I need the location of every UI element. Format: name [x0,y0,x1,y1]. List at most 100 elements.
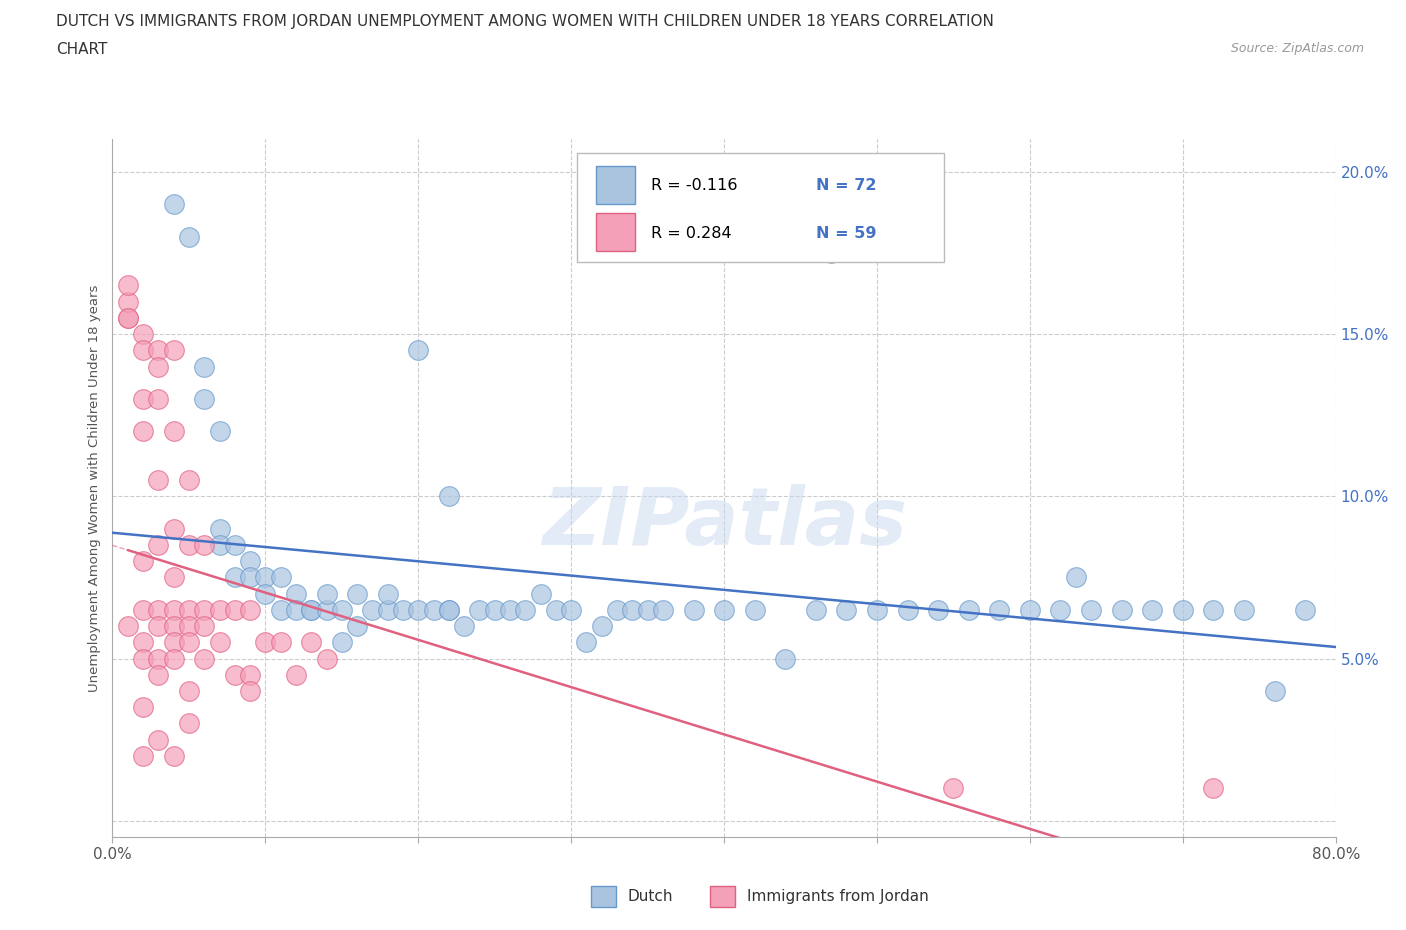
Point [163,651,186,666]
Point [1142,603,1164,618]
Point [1202,781,1225,796]
Point [132,553,155,568]
Point [132,749,155,764]
Point [1018,603,1040,618]
Point [117,294,139,309]
Point [377,586,399,601]
Point [484,603,506,618]
Point [330,635,353,650]
Text: R = 0.284: R = 0.284 [651,226,731,241]
Point [224,570,246,585]
Point [132,392,155,406]
Text: CHART: CHART [56,42,108,57]
Point [239,668,262,683]
Point [330,603,353,618]
Text: ZIPatlas: ZIPatlas [541,485,907,562]
Point [224,603,246,618]
Point [437,489,460,504]
Point [254,635,277,650]
Point [148,603,170,618]
Point [193,618,215,633]
Point [177,538,200,552]
Point [515,603,537,618]
Text: N = 72: N = 72 [815,178,876,193]
Point [163,424,186,439]
Point [117,618,139,633]
Point [193,538,215,552]
Point [163,635,186,650]
Point [117,311,139,325]
Point [148,651,170,666]
Point [270,635,292,650]
Point [408,343,430,358]
Text: Immigrants from Jordan: Immigrants from Jordan [747,889,928,904]
Point [132,699,155,714]
Point [163,522,186,537]
Point [224,668,246,683]
Point [606,603,628,618]
Point [132,424,155,439]
Point [1233,603,1256,618]
Point [132,343,155,358]
Point [530,586,553,601]
Point [468,603,491,618]
Point [408,603,430,618]
Point [1264,684,1286,698]
Point [1049,603,1071,618]
Point [163,618,186,633]
Point [177,716,200,731]
Point [1064,570,1087,585]
Point [637,603,659,618]
Point [193,359,215,374]
Point [499,603,522,618]
Point [544,603,567,618]
Point [132,326,155,341]
Point [208,522,231,537]
Y-axis label: Unemployment Among Women with Children Under 18 years: Unemployment Among Women with Children U… [89,285,101,692]
Point [927,603,949,618]
Point [177,684,200,698]
Point [377,603,399,618]
Point [1171,603,1194,618]
Point [284,586,308,601]
Point [682,603,704,618]
Text: N = 59: N = 59 [815,226,876,241]
Point [560,603,582,618]
Point [148,732,170,747]
Point [177,603,200,618]
Point [193,603,215,618]
Point [148,392,170,406]
Bar [596,166,634,205]
Point [299,603,322,618]
Point [315,651,337,666]
Point [1080,603,1102,618]
Point [117,311,139,325]
Text: Dutch: Dutch [627,889,672,904]
Text: R = -0.116: R = -0.116 [651,178,737,193]
Point [132,603,155,618]
Point [392,603,415,618]
Point [163,343,186,358]
Point [239,570,262,585]
Point [163,570,186,585]
Point [132,635,155,650]
Point [299,635,322,650]
Point [957,603,980,618]
FancyBboxPatch shape [578,153,945,261]
Point [208,424,231,439]
Point [820,246,842,260]
Point [621,603,644,618]
Point [284,603,308,618]
Point [148,538,170,552]
Point [239,684,262,698]
Text: Source: ZipAtlas.com: Source: ZipAtlas.com [1230,42,1364,55]
Point [208,635,231,650]
Point [942,781,965,796]
Point [163,603,186,618]
Point [1202,603,1225,618]
Point [835,603,858,618]
Point [437,603,460,618]
Point [270,570,292,585]
Point [299,603,322,618]
Point [148,472,170,487]
